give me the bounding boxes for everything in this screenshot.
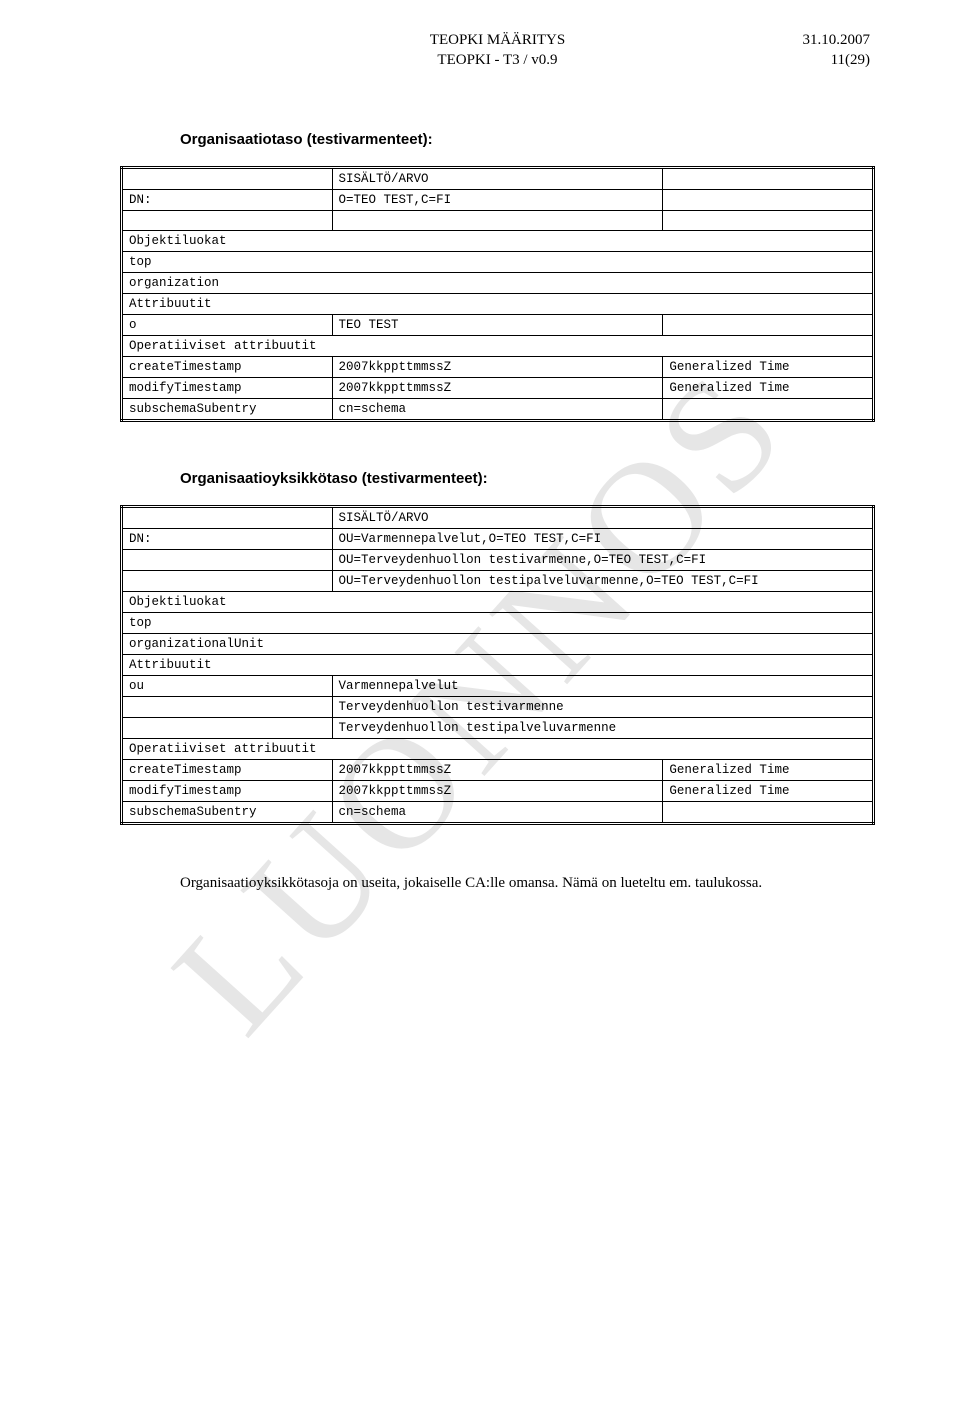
table-organisaatiotaso: SISÄLTÖ/ARVO DN:O=TEO TEST,C=FI Objektil… bbox=[120, 166, 875, 422]
header-title-2: TEOPKI - T3 / v0.9 bbox=[348, 50, 648, 70]
t2-oper: Operatiiviset attribuutit bbox=[122, 738, 874, 759]
t1-top: top bbox=[122, 251, 874, 272]
section2-title: Organisaatioyksikkötaso (testivarmenteet… bbox=[180, 470, 875, 487]
t2-ou2: Terveydenhuollon testivarmenne bbox=[332, 696, 873, 717]
t1-create-gen: Generalized Time bbox=[663, 356, 874, 377]
t1-dn: DN: bbox=[122, 189, 333, 210]
t2-objekti: Objektiluokat bbox=[122, 591, 874, 612]
page-content: TEOPKI MÄÄRITYS 31.10.2007 TEOPKI - T3 /… bbox=[120, 30, 875, 893]
section1-title: Organisaatiotaso (testivarmenteet): bbox=[180, 131, 875, 148]
table-organisaatioyksikkotaso: SISÄLTÖ/ARVO DN:OU=Varmennepalvelut,O=TE… bbox=[120, 505, 875, 825]
header-date: 31.10.2007 bbox=[750, 30, 870, 50]
t1-dn-val: O=TEO TEST,C=FI bbox=[332, 189, 663, 210]
t2-cn: cn=schema bbox=[332, 801, 663, 823]
t2-sisalto: SISÄLTÖ/ARVO bbox=[332, 506, 873, 528]
t1-attr: Attribuutit bbox=[122, 293, 874, 314]
page-header: TEOPKI MÄÄRITYS 31.10.2007 TEOPKI - T3 /… bbox=[120, 30, 875, 71]
t2-modify-ts: 2007kkppttmmssZ bbox=[332, 780, 663, 801]
t2-create-ts: 2007kkppttmmssZ bbox=[332, 759, 663, 780]
t1-cn: cn=schema bbox=[332, 398, 663, 420]
header-title-1: TEOPKI MÄÄRITYS bbox=[348, 30, 648, 50]
t2-create-gen: Generalized Time bbox=[663, 759, 874, 780]
t1-objekti: Objektiluokat bbox=[122, 230, 874, 251]
t1-subschema: subschemaSubentry bbox=[122, 398, 333, 420]
t2-dn: DN: bbox=[122, 528, 333, 549]
footer-paragraph: Organisaatioyksikkötasoja on useita, jok… bbox=[180, 873, 875, 893]
t2-subschema: subschemaSubentry bbox=[122, 801, 333, 823]
t2-dn-val1: OU=Varmennepalvelut,O=TEO TEST,C=FI bbox=[332, 528, 873, 549]
t2-attr: Attribuutit bbox=[122, 654, 874, 675]
t2-orgunit: organizationalUnit bbox=[122, 633, 874, 654]
t2-top: top bbox=[122, 612, 874, 633]
t1-create-ts: 2007kkppttmmssZ bbox=[332, 356, 663, 377]
t1-modify-ts: 2007kkppttmmssZ bbox=[332, 377, 663, 398]
t1-create: createTimestamp bbox=[122, 356, 333, 377]
t2-dn-val2: OU=Terveydenhuollon testivarmenne,O=TEO … bbox=[332, 549, 873, 570]
t2-ou3: Terveydenhuollon testipalveluvarmenne bbox=[332, 717, 873, 738]
t2-modify-gen: Generalized Time bbox=[663, 780, 874, 801]
t2-modify: modifyTimestamp bbox=[122, 780, 333, 801]
t2-create: createTimestamp bbox=[122, 759, 333, 780]
header-page: 11(29) bbox=[750, 50, 870, 70]
t2-dn-val3: OU=Terveydenhuollon testipalveluvarmenne… bbox=[332, 570, 873, 591]
t2-ou1: Varmennepalvelut bbox=[332, 675, 873, 696]
t1-sisalto: SISÄLTÖ/ARVO bbox=[332, 167, 663, 189]
t1-org: organization bbox=[122, 272, 874, 293]
t1-modify: modifyTimestamp bbox=[122, 377, 333, 398]
t2-ou: ou bbox=[122, 675, 333, 696]
t1-o-val: TEO TEST bbox=[332, 314, 663, 335]
t1-modify-gen: Generalized Time bbox=[663, 377, 874, 398]
t1-oper: Operatiiviset attribuutit bbox=[122, 335, 874, 356]
t1-o: o bbox=[122, 314, 333, 335]
